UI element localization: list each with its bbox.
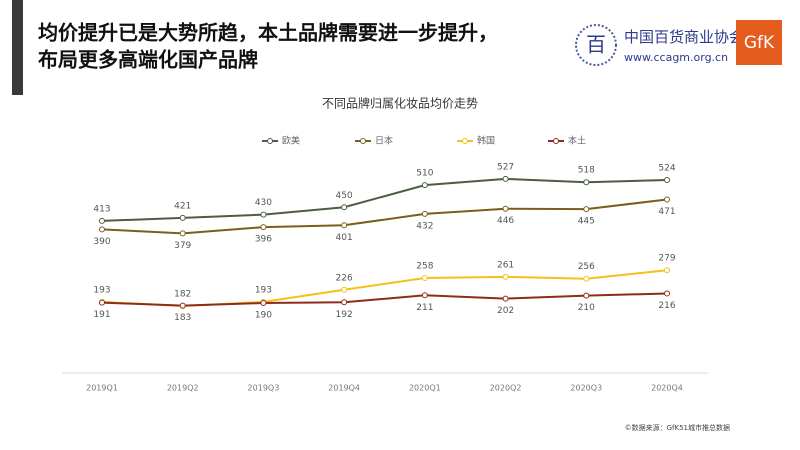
data-point [664, 176, 670, 183]
data-point [502, 295, 509, 302]
data-label: 191 [93, 310, 110, 320]
data-label: 518 [578, 166, 595, 176]
x-tick-label: 2020Q2 [490, 384, 522, 393]
data-point [583, 179, 590, 186]
x-tick-label: 2020Q3 [570, 384, 602, 393]
data-point [664, 290, 670, 297]
data-point [583, 206, 590, 213]
legend-label: 本土 [568, 135, 586, 147]
logo: 百 [575, 24, 617, 66]
data-point [502, 273, 509, 280]
data-label: 258 [416, 261, 433, 271]
data-point [260, 211, 267, 218]
x-tick-label: 2019Q3 [248, 384, 280, 393]
data-label: 226 [336, 273, 353, 283]
data-point [583, 292, 590, 299]
legend-swatch [462, 138, 468, 144]
series-line [101, 177, 668, 222]
data-point [260, 300, 267, 307]
data-label: 432 [416, 221, 433, 231]
data-label: 193 [93, 285, 110, 295]
series-line [101, 269, 668, 307]
data-point [421, 292, 428, 299]
data-label: 413 [93, 204, 110, 214]
data-point [664, 267, 670, 274]
data-label: 445 [578, 217, 595, 227]
data-label: 524 [658, 163, 675, 173]
chart-title: 不同品牌归属化妆品均价走势 [322, 97, 478, 111]
x-tick-label: 2020Q1 [409, 384, 441, 393]
data-label: 190 [255, 311, 272, 321]
legend-label: 日本 [375, 135, 393, 147]
data-point [179, 214, 186, 221]
legend-swatch [553, 138, 559, 144]
partner-logo [736, 20, 782, 65]
data-label: 450 [336, 191, 353, 201]
data-label: 421 [174, 201, 191, 211]
data-point [341, 222, 348, 229]
org-url: www.ccagm.org.cn [624, 51, 728, 64]
data-label: 210 [578, 303, 595, 313]
legend-label: 欧美 [282, 135, 300, 147]
slide-title: 布局更多高端化国产品牌 [38, 48, 258, 72]
data-label: 430 [255, 198, 272, 208]
x-tick-label: 2019Q4 [328, 384, 360, 393]
legend-swatch [267, 138, 273, 144]
data-label: 396 [255, 235, 272, 245]
org-name: 中国百货商业协会 [624, 28, 744, 46]
data-point [179, 302, 186, 309]
accent-bar [12, 0, 23, 95]
data-point [99, 299, 105, 306]
legend-label: 韩国 [477, 135, 495, 147]
data-label: 256 [578, 262, 595, 272]
data-label: 390 [93, 237, 110, 247]
data-label: 182 [174, 289, 191, 299]
svg-text:百: 百 [586, 33, 606, 57]
data-point [421, 182, 428, 189]
data-point [502, 205, 509, 212]
data-point [179, 230, 186, 237]
data-point [421, 210, 428, 217]
data-point [99, 217, 105, 224]
data-point [99, 226, 105, 233]
data-label: 216 [658, 301, 675, 311]
data-label: 183 [174, 313, 191, 323]
source-note: ©数据来源：GfK51城市推总数据 [625, 423, 730, 432]
data-point [664, 196, 670, 203]
data-point [341, 204, 348, 211]
data-label: 471 [658, 207, 675, 217]
series-line [101, 198, 668, 235]
data-point [341, 286, 348, 293]
data-point [583, 275, 590, 282]
x-tick-label: 2020Q4 [651, 384, 683, 393]
data-label: 202 [497, 306, 514, 316]
series-line [101, 292, 668, 307]
data-label: 261 [497, 260, 514, 270]
data-label: 193 [255, 285, 272, 295]
partner-name: GfK [744, 33, 775, 53]
data-label: 446 [497, 216, 514, 226]
data-point [502, 175, 509, 182]
data-label: 527 [497, 162, 514, 172]
data-label: 211 [416, 303, 433, 313]
data-label: 379 [174, 241, 191, 251]
x-tick-label: 2019Q2 [167, 384, 199, 393]
data-point [341, 299, 348, 306]
data-label: 401 [336, 233, 353, 243]
legend-swatch [360, 138, 366, 144]
data-point [260, 224, 267, 231]
data-label: 192 [336, 310, 353, 320]
data-point [421, 274, 428, 281]
slide-title: 均价提升已是大势所趋，本土品牌需要进一步提升， [38, 21, 498, 45]
x-tick-label: 2019Q1 [86, 384, 118, 393]
data-label: 510 [416, 169, 433, 179]
data-label: 279 [658, 254, 675, 264]
